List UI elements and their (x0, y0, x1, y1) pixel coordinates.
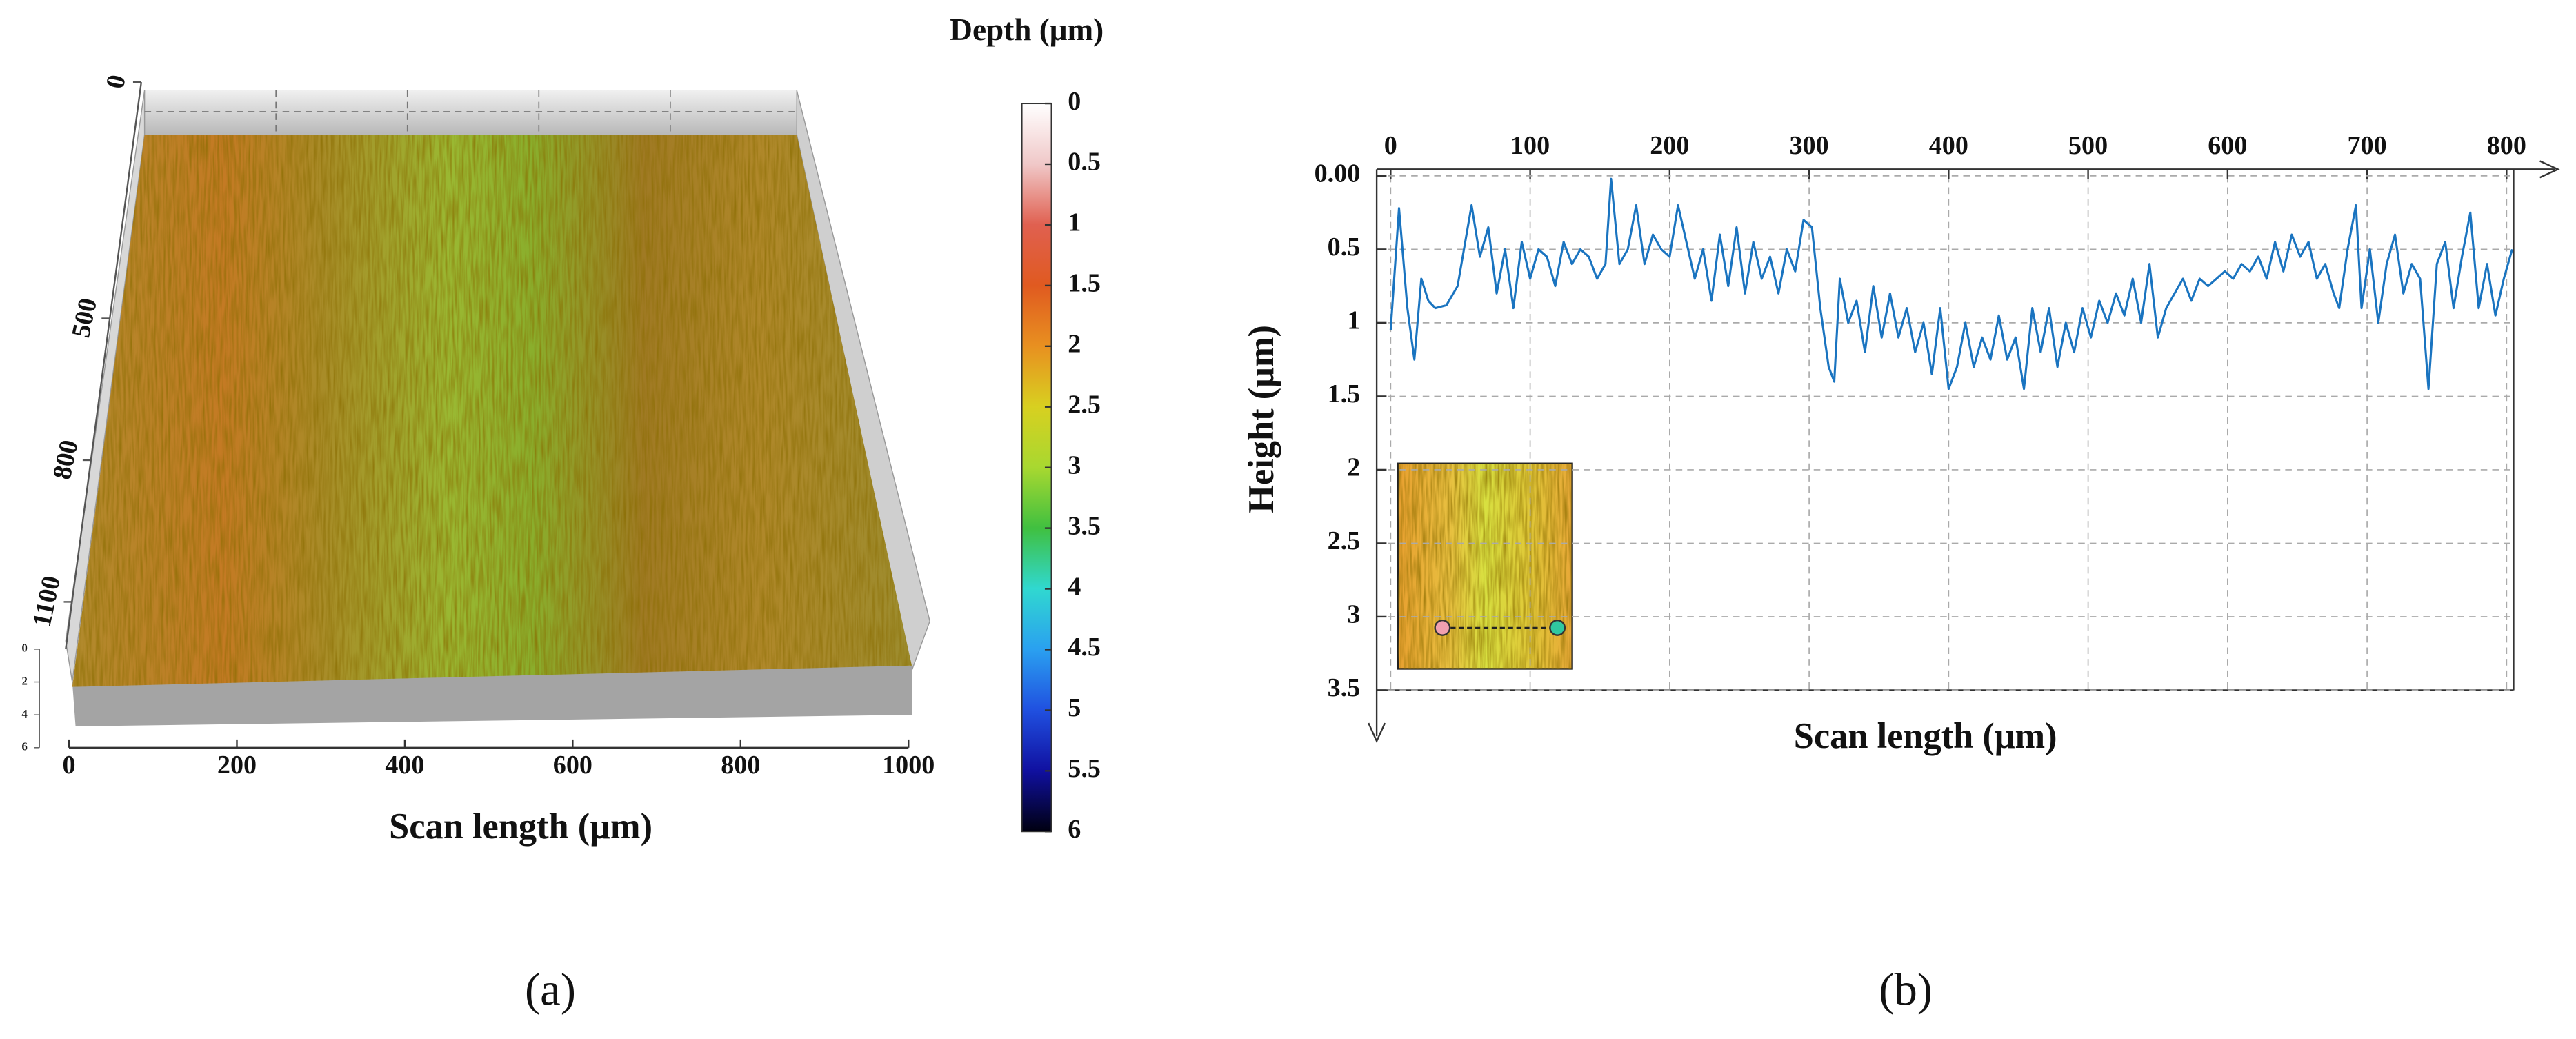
y-axis-label: Height (μm) (1241, 325, 1281, 513)
x-tick-label: 300 (1790, 131, 1829, 160)
start-marker (1434, 620, 1451, 636)
colorbar-tick-label: 6 (1068, 815, 1081, 844)
x-tick-label: 400 (1929, 131, 1968, 160)
colorbar-tick-label: 3 (1068, 451, 1081, 479)
z-tick-label: 4 (22, 707, 28, 720)
x-tick-label: 400 (385, 751, 424, 780)
panel-label: (a) (525, 964, 576, 1015)
x-tick-label: 0 (1384, 131, 1397, 160)
surface-texture (72, 135, 912, 687)
back-wall (144, 90, 797, 135)
y-tick-label: 2 (1347, 453, 1360, 482)
y-tick-label: 500 (66, 296, 103, 341)
x-tick-label: 500 (2068, 131, 2108, 160)
x-tick-label: 1000 (882, 751, 935, 780)
y-tick-label: 2.5 (1328, 526, 1361, 555)
colorbar-tick-label: 1.5 (1068, 269, 1101, 298)
axis-arrow (2539, 160, 2560, 179)
x-tick-label: 800 (721, 751, 760, 780)
y-tick-label: 800 (48, 437, 84, 482)
colorbar-tick-label: 2 (1068, 330, 1081, 359)
inset (1397, 462, 1573, 670)
x-tick-label: 700 (2348, 131, 2387, 160)
colorbar-tick-label: 1 (1068, 208, 1081, 237)
colorbar-tick-label: 0 (1068, 87, 1081, 116)
axis-arrow (1368, 722, 1386, 744)
y-tick-label: 3 (1347, 600, 1360, 629)
z-tick-label: 2 (22, 674, 28, 687)
colorbar-tick-label: 4.5 (1068, 633, 1101, 662)
colorbar-tick-label: 5 (1068, 693, 1081, 722)
y-tick-label: 1 (1347, 306, 1360, 335)
z-tick-label: 6 (22, 740, 28, 753)
x-tick-label: 600 (553, 751, 592, 780)
colorbar-tick-label: 4 (1068, 572, 1081, 601)
colorbar-tick-label: 0.5 (1068, 148, 1101, 177)
y-tick-label: 0 (101, 72, 132, 91)
y-tick-label: 0.00 (1315, 159, 1361, 188)
profile-line (1389, 177, 2513, 390)
inset-texture (1398, 463, 1572, 669)
panel-label: (b) (1879, 964, 1933, 1015)
x-axis-label: Scan length (μm) (389, 807, 652, 847)
x-tick-label: 0 (63, 751, 76, 780)
y-tick-label: 0.5 (1328, 232, 1361, 261)
z-tick-label: 0 (22, 642, 28, 655)
x-tick-label: 100 (1510, 131, 1550, 160)
colorbar-tick-label: 2.5 (1068, 390, 1101, 419)
x-tick-label: 800 (2487, 131, 2526, 160)
figure-body: Depth (μm) Scan length (μm) Scan length … (22, 12, 2560, 1015)
back-grid (144, 90, 797, 135)
x-axis-label: Scan length (μm) (1794, 716, 2057, 756)
y-axis (65, 81, 143, 650)
colorbar-tick-label: 5.5 (1068, 754, 1101, 783)
x-tick-label: 200 (1650, 131, 1689, 160)
y-tick-label: 1.5 (1328, 379, 1361, 408)
y-tick-label: 1100 (28, 573, 66, 629)
end-marker (1549, 620, 1566, 636)
x-tick-label: 600 (2208, 131, 2247, 160)
y-tick-label: 3.5 (1328, 673, 1361, 702)
colorbar-tick-label: 3.5 (1068, 511, 1101, 540)
colorbar-title: Depth (μm) (950, 12, 1104, 47)
x-tick-label: 200 (217, 751, 257, 780)
